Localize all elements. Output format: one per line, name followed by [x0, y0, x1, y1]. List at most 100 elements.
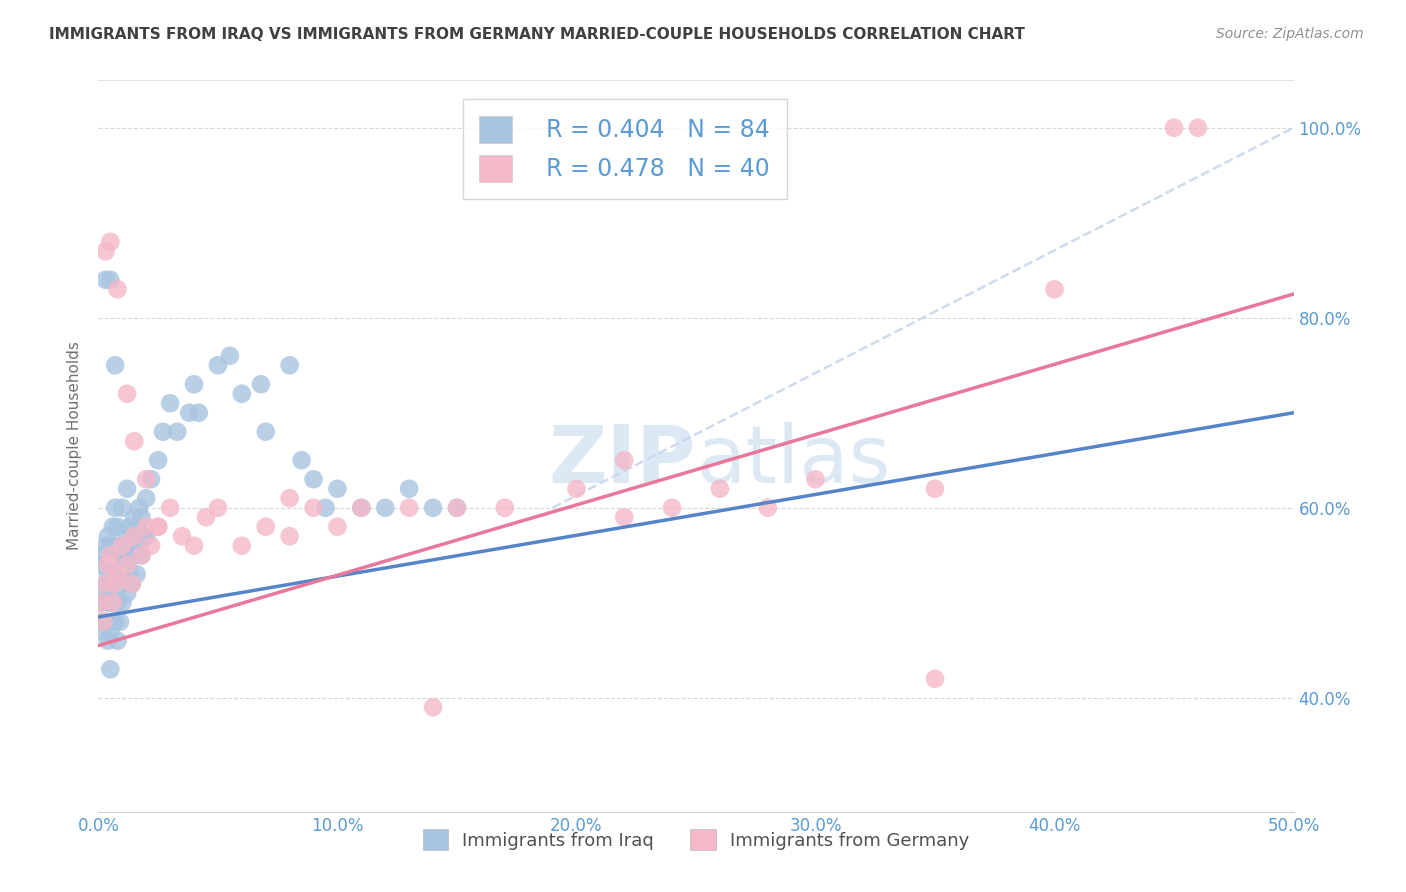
Point: [107, 282, 129, 296]
Point: [108, 548, 131, 562]
Point: [94, 576, 117, 591]
Point: [90, 596, 112, 610]
Point: [302, 500, 325, 515]
Point: [101, 548, 124, 562]
Point: [422, 700, 444, 714]
Point: [107, 633, 129, 648]
Point: [98, 662, 122, 676]
Point: [1043, 282, 1066, 296]
Point: [97, 567, 120, 582]
Point: [139, 472, 162, 486]
Point: [326, 482, 349, 496]
Point: [183, 539, 205, 553]
Point: [91, 548, 114, 562]
Point: [207, 500, 229, 515]
Point: [97, 633, 120, 648]
Point: [98, 624, 122, 639]
Point: [124, 510, 146, 524]
Point: [97, 596, 120, 610]
Point: [90, 596, 112, 610]
Point: [125, 567, 148, 582]
Point: [91, 615, 114, 629]
Point: [172, 529, 194, 543]
Point: [94, 273, 117, 287]
Point: [195, 510, 218, 524]
Point: [187, 406, 209, 420]
Point: [98, 596, 122, 610]
Point: [101, 520, 124, 534]
Point: [114, 548, 136, 562]
Point: [131, 510, 153, 524]
Point: [101, 596, 124, 610]
Point: [231, 386, 253, 401]
Point: [207, 358, 229, 372]
Point: [219, 349, 242, 363]
Point: [128, 539, 150, 553]
Point: [398, 482, 420, 496]
Point: [98, 539, 122, 553]
Point: [148, 520, 170, 534]
Point: [108, 576, 131, 591]
Point: [254, 425, 277, 439]
Point: [91, 586, 114, 600]
Point: [135, 520, 157, 534]
Point: [115, 558, 138, 572]
Point: [131, 548, 153, 562]
Point: [278, 529, 301, 543]
Point: [315, 500, 337, 515]
Point: [98, 548, 122, 562]
Point: [613, 510, 636, 524]
Point: [115, 586, 138, 600]
Point: [97, 558, 120, 572]
Point: [179, 406, 201, 420]
Point: [152, 425, 174, 439]
Point: [398, 500, 420, 515]
Text: atlas: atlas: [696, 422, 890, 500]
Point: [132, 529, 155, 543]
Point: [709, 482, 731, 496]
Point: [254, 520, 277, 534]
Point: [1187, 120, 1209, 135]
Point: [104, 576, 127, 591]
Point: [90, 615, 112, 629]
Point: [108, 615, 131, 629]
Point: [111, 539, 134, 553]
Point: [121, 576, 143, 591]
Point: [135, 529, 157, 543]
Point: [125, 520, 148, 534]
Point: [148, 520, 170, 534]
Point: [446, 500, 468, 515]
Point: [291, 453, 314, 467]
Point: [107, 520, 129, 534]
Point: [302, 472, 325, 486]
Point: [118, 567, 141, 582]
Point: [104, 576, 127, 591]
Point: [114, 576, 136, 591]
Point: [111, 567, 134, 582]
Point: [118, 520, 141, 534]
Point: [661, 500, 683, 515]
Point: [924, 482, 946, 496]
Point: [115, 482, 138, 496]
Legend: Immigrants from Iraq, Immigrants from Germany: Immigrants from Iraq, Immigrants from Ge…: [415, 822, 977, 857]
Point: [104, 358, 127, 372]
Point: [107, 558, 129, 572]
Point: [98, 235, 122, 249]
Point: [278, 491, 301, 506]
Point: [94, 576, 117, 591]
Point: [101, 615, 124, 629]
Point: [804, 472, 827, 486]
Point: [183, 377, 205, 392]
Point: [131, 548, 153, 562]
Point: [98, 558, 122, 572]
Point: [111, 596, 134, 610]
Point: [756, 500, 779, 515]
Point: [924, 672, 946, 686]
Point: [97, 529, 120, 543]
Text: IMMIGRANTS FROM IRAQ VS IMMIGRANTS FROM GERMANY MARRIED-COUPLE HOUSEHOLDS CORREL: IMMIGRANTS FROM IRAQ VS IMMIGRANTS FROM …: [49, 27, 1025, 42]
Text: ZIP: ZIP: [548, 422, 696, 500]
Point: [148, 453, 170, 467]
Point: [107, 567, 129, 582]
Point: [159, 396, 181, 410]
Point: [139, 539, 162, 553]
